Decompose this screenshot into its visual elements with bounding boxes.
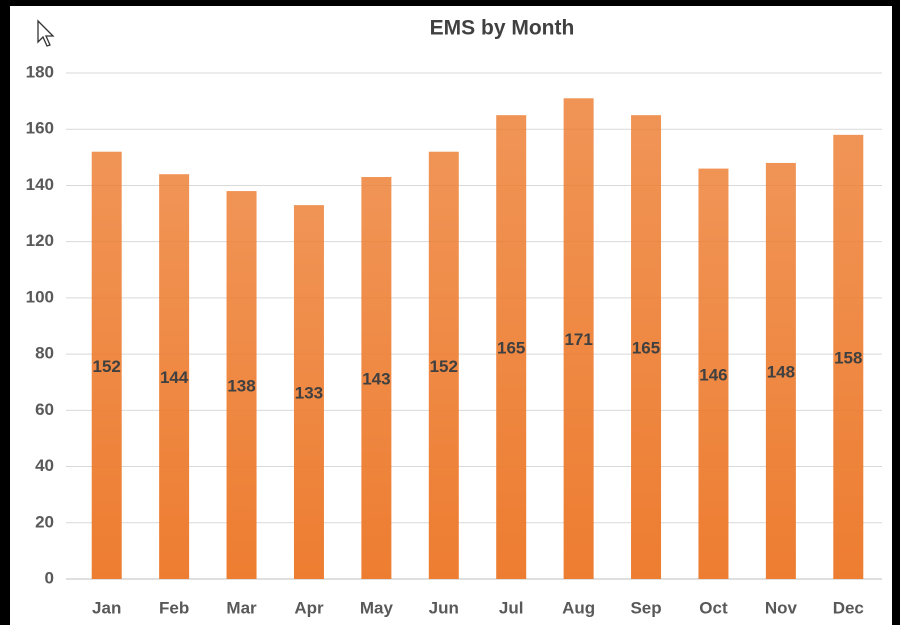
- y-tick-label: 20: [35, 512, 54, 531]
- x-tick-label: Nov: [765, 598, 798, 617]
- bar: [428, 151, 459, 579]
- data-label: 144: [160, 368, 189, 387]
- data-label: 165: [497, 339, 525, 358]
- x-tick-label: Jan: [92, 598, 121, 617]
- y-tick-label: 180: [26, 62, 54, 81]
- y-tick-label: 120: [26, 231, 54, 250]
- y-tick-label: 0: [45, 568, 54, 587]
- bar: [226, 191, 257, 580]
- bar: [293, 205, 324, 579]
- cursor: [37, 19, 55, 47]
- data-label: 138: [227, 377, 255, 396]
- y-tick-label: 40: [35, 456, 54, 475]
- data-label: 133: [295, 384, 323, 403]
- data-label: 143: [362, 369, 390, 388]
- data-label: 152: [93, 357, 121, 376]
- x-tick-label: Dec: [833, 598, 864, 617]
- chart-title: EMS by Month: [430, 17, 575, 40]
- x-tick-label: Sep: [630, 598, 661, 617]
- data-label: 165: [632, 339, 660, 358]
- data-label: 148: [767, 362, 795, 381]
- bar: [159, 174, 190, 579]
- bar: [765, 162, 796, 579]
- y-tick-label: 60: [35, 400, 54, 419]
- x-tick-label: Apr: [294, 598, 324, 617]
- x-tick-label: Oct: [699, 598, 728, 617]
- y-tick-label: 80: [35, 344, 54, 363]
- data-label: 171: [564, 330, 592, 349]
- bar: [631, 115, 662, 580]
- data-label: 146: [699, 365, 727, 384]
- x-tick-label: Aug: [562, 598, 595, 617]
- x-tick-label: Jul: [499, 598, 524, 617]
- y-tick-label: 160: [26, 119, 54, 138]
- bar: [563, 98, 594, 580]
- bar: [361, 177, 392, 579]
- x-tick-label: Feb: [159, 598, 189, 617]
- data-label: 152: [430, 357, 458, 376]
- x-tick-label: Mar: [226, 598, 257, 617]
- bar: [698, 168, 729, 580]
- x-tick-label: May: [360, 598, 394, 617]
- bar: [833, 134, 864, 579]
- bar: [496, 115, 527, 580]
- x-tick-label: Jun: [429, 598, 459, 617]
- bar: [91, 151, 122, 579]
- data-label: 158: [834, 348, 862, 367]
- y-tick-label: 140: [26, 175, 54, 194]
- y-tick-label: 100: [26, 287, 54, 306]
